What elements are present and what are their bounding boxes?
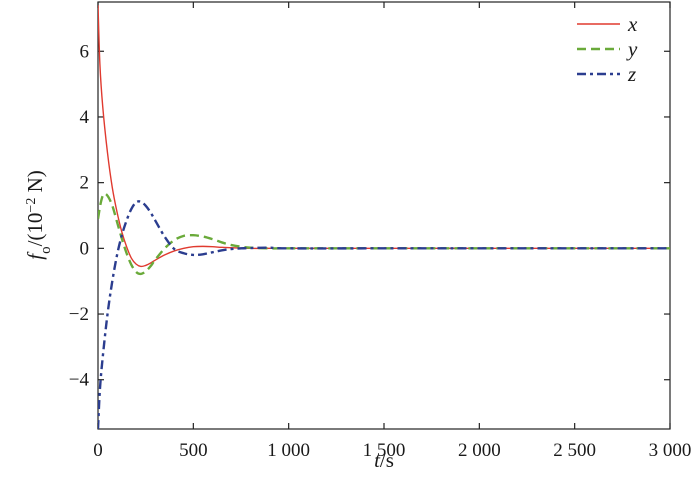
series-line-z	[98, 200, 670, 429]
x-axis-ticks: 0 500 1 000 1 500 2 000 2 500 3 000	[93, 2, 691, 461]
x-axis-label: t/s	[374, 448, 394, 472]
legend: xyz	[577, 12, 638, 86]
legend-label-z: z	[627, 62, 636, 86]
series-line-y	[98, 192, 670, 276]
x-tick-label: 3 000	[649, 440, 692, 461]
y-axis-ticks: −4 −2 0 2 4 6	[69, 41, 670, 391]
legend-label-y: y	[626, 37, 638, 61]
y-axis-label: fo/(10−2 N)	[23, 170, 54, 260]
y-tick-label: 6	[80, 41, 90, 62]
x-tick-label: 1 000	[267, 440, 310, 461]
x-tick-label: 2 500	[553, 440, 596, 461]
y-tick-label: 4	[80, 107, 90, 128]
series-layer	[98, 5, 670, 429]
y-tick-label: −2	[69, 304, 89, 325]
y-tick-label: 0	[80, 238, 90, 259]
x-tick-label: 1 500	[363, 440, 406, 461]
series-line-x	[98, 5, 670, 268]
y-tick-label: −4	[69, 370, 90, 391]
x-tick-label: 2 000	[458, 440, 501, 461]
plot-frame	[97, 1, 671, 430]
x-tick-label: 500	[179, 440, 208, 461]
x-tick-label: 0	[93, 440, 103, 461]
legend-label-x: x	[627, 12, 638, 36]
y-tick-label: 2	[80, 173, 90, 194]
